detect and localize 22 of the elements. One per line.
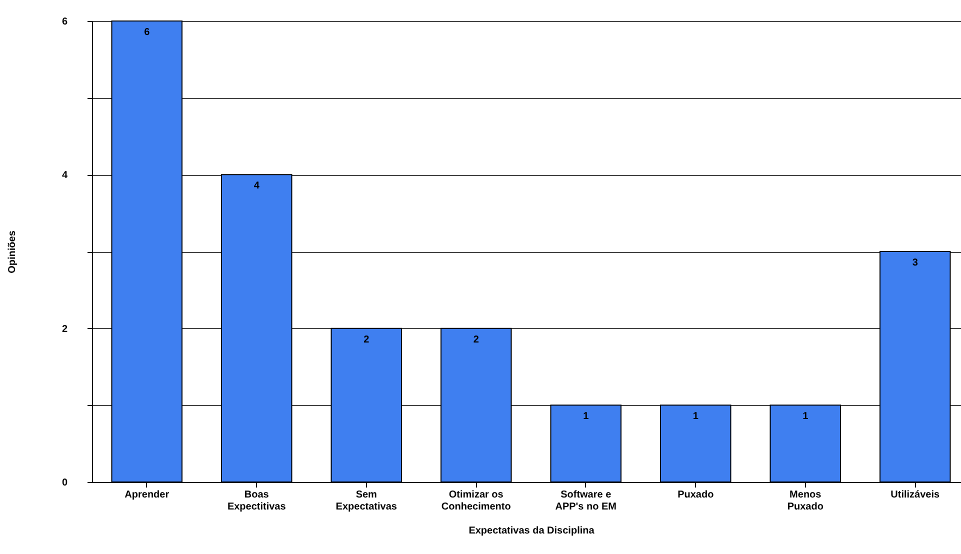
data-label: 3 xyxy=(912,258,918,268)
x-tick-label: Menos Puxado xyxy=(787,490,824,512)
data-label: 2 xyxy=(473,334,480,346)
x-tick-label: Utilizáveis xyxy=(890,490,940,500)
x-tick-label: Software e APP's no EM xyxy=(555,490,617,512)
x-tick-label: Sem Expectativas xyxy=(336,490,398,512)
data-label: 4 xyxy=(254,180,260,192)
data-label: 1 xyxy=(583,411,590,422)
x-tick-label: Otimizar os Conhecimento xyxy=(441,490,511,512)
x-axis-title: Expectativas da Disciplina xyxy=(468,526,595,536)
data-label: 1 xyxy=(692,411,699,422)
x-tick-label: Aprender xyxy=(124,490,170,500)
y-tick-label: 6 xyxy=(62,16,68,28)
data-label: 2 xyxy=(364,334,370,346)
x-tick-label: Puxado xyxy=(678,490,714,500)
y-tick-label: 0 xyxy=(62,478,68,488)
y-tick-label: 2 xyxy=(62,324,68,335)
data-label: 6 xyxy=(144,27,150,38)
y-tick-label: 4 xyxy=(62,170,68,182)
x-tick-label: Boas Expectitivas xyxy=(227,490,286,512)
y-axis-title: Opiniões xyxy=(6,230,18,274)
data-label: 1 xyxy=(802,411,809,422)
